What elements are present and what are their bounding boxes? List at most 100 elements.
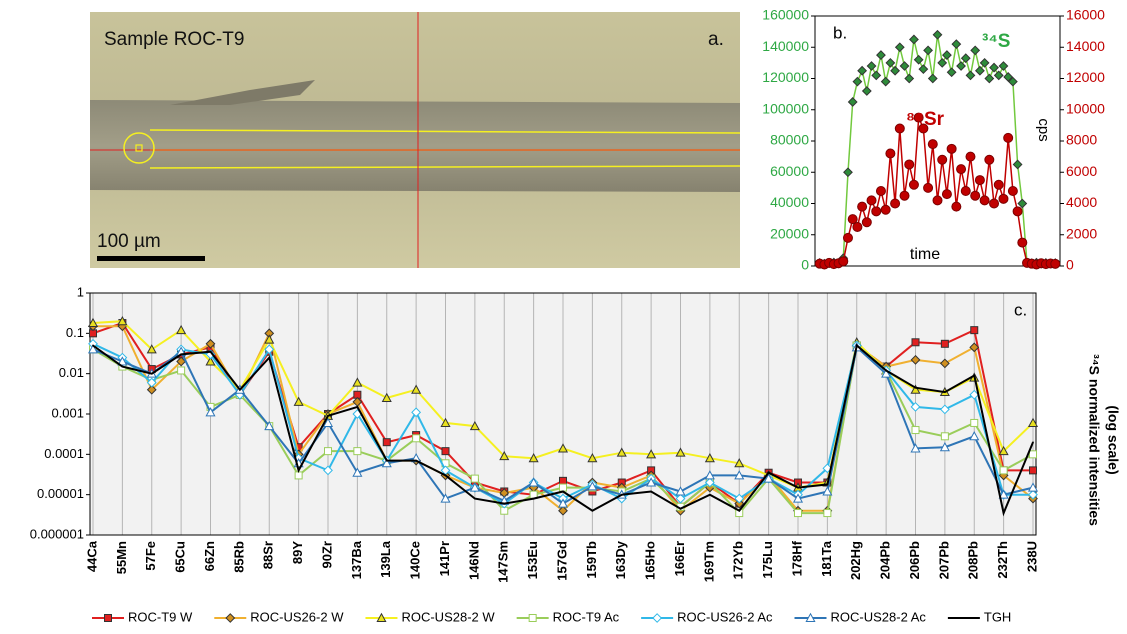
marker bbox=[146, 344, 157, 354]
marker bbox=[956, 61, 966, 71]
marker bbox=[894, 42, 905, 53]
marker bbox=[675, 447, 686, 457]
marker bbox=[847, 214, 858, 225]
marker bbox=[993, 179, 1004, 190]
point bbox=[973, 374, 976, 377]
sample-wedge bbox=[170, 80, 315, 105]
marker bbox=[910, 354, 921, 365]
marker bbox=[866, 61, 877, 71]
ablation-edge bbox=[149, 165, 741, 169]
marker bbox=[890, 65, 901, 76]
marker bbox=[734, 470, 745, 480]
point bbox=[503, 502, 506, 505]
point bbox=[415, 459, 417, 462]
marker bbox=[880, 204, 891, 215]
marker bbox=[499, 450, 510, 461]
marker bbox=[557, 443, 569, 453]
point bbox=[738, 509, 741, 512]
point bbox=[327, 415, 329, 417]
point bbox=[914, 386, 917, 389]
marker bbox=[1029, 466, 1037, 475]
marker bbox=[911, 426, 920, 435]
marker bbox=[969, 342, 980, 353]
marker bbox=[205, 356, 216, 366]
marker bbox=[881, 368, 892, 378]
marker bbox=[1003, 132, 1014, 143]
y-tick-label: 60000 bbox=[770, 163, 809, 179]
x-tick-label: 85Rb bbox=[231, 541, 246, 573]
marker bbox=[876, 50, 886, 60]
marker bbox=[87, 344, 99, 354]
x-tick-label: 90Zr bbox=[319, 541, 334, 568]
y2-tick-label: 6000 bbox=[1066, 163, 1097, 179]
point bbox=[679, 507, 682, 510]
x-tick-label: 169Tm bbox=[701, 541, 716, 582]
marker bbox=[913, 54, 924, 65]
point bbox=[356, 406, 359, 408]
point bbox=[239, 388, 241, 391]
marker bbox=[989, 62, 999, 73]
y2-axis-label: cps bbox=[1035, 118, 1052, 141]
y-tick-label: 120000 bbox=[762, 69, 809, 85]
marker bbox=[734, 493, 745, 504]
marker bbox=[910, 384, 921, 394]
point bbox=[297, 469, 300, 472]
y-tick-label: 140000 bbox=[762, 38, 809, 54]
point bbox=[474, 497, 476, 500]
marker bbox=[1050, 258, 1061, 269]
marker bbox=[1007, 76, 1018, 87]
point bbox=[944, 391, 946, 393]
legend-marker bbox=[652, 613, 663, 623]
point bbox=[797, 486, 799, 489]
marker bbox=[890, 198, 901, 209]
x-tick-label: 139La bbox=[378, 540, 393, 578]
marker bbox=[960, 53, 971, 64]
marker bbox=[899, 190, 910, 201]
point bbox=[385, 459, 388, 462]
sample-band bbox=[90, 100, 740, 192]
marker bbox=[587, 481, 598, 491]
marker bbox=[852, 221, 863, 232]
x-tick-label: 159Tb bbox=[584, 541, 599, 579]
marker bbox=[911, 338, 920, 347]
marker bbox=[951, 39, 962, 50]
marker bbox=[381, 458, 392, 468]
panel-a: Sample ROC-T9 a. 100 µm bbox=[90, 12, 741, 268]
scale-bar bbox=[97, 256, 205, 261]
marker bbox=[998, 193, 1009, 204]
y2-tick-label: 16000 bbox=[1066, 7, 1105, 23]
marker bbox=[324, 447, 332, 456]
plot-frame bbox=[89, 292, 1037, 536]
y2-tick-label: 4000 bbox=[1066, 194, 1097, 210]
marker bbox=[969, 389, 980, 400]
x-tick-label: 65Cu bbox=[173, 541, 188, 573]
x-tick-label: 147Sm bbox=[496, 541, 511, 583]
marker bbox=[469, 482, 480, 492]
point bbox=[767, 471, 770, 474]
point bbox=[209, 350, 212, 353]
y2-tick-label: 14000 bbox=[1066, 38, 1105, 54]
marker bbox=[974, 175, 985, 186]
x-tick-label: 57Fe bbox=[143, 541, 158, 571]
marker bbox=[1017, 237, 1028, 248]
point bbox=[532, 497, 535, 500]
legend-label: ROC-US28-2 W bbox=[401, 609, 495, 624]
marker bbox=[923, 45, 933, 56]
marker bbox=[974, 65, 985, 76]
marker bbox=[866, 195, 877, 206]
panel-label: c. bbox=[1014, 300, 1027, 319]
marker bbox=[910, 401, 921, 412]
marker bbox=[675, 486, 686, 496]
marker bbox=[1012, 159, 1023, 170]
marker bbox=[176, 356, 187, 367]
x-tick-label: 153Eu bbox=[525, 541, 540, 579]
marker bbox=[441, 447, 450, 456]
x-tick-label: 137Ba bbox=[349, 540, 364, 579]
marker bbox=[946, 67, 957, 78]
x-tick-label: 181Ta bbox=[819, 540, 834, 577]
marker bbox=[177, 366, 186, 375]
legend-marker bbox=[104, 614, 112, 622]
marker bbox=[1017, 198, 1028, 209]
point bbox=[92, 344, 94, 347]
marker bbox=[852, 76, 863, 87]
